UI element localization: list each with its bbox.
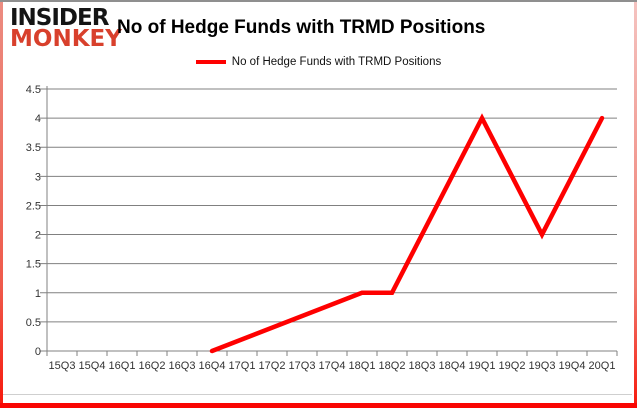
x-tick-label: 19Q1	[469, 360, 496, 372]
x-tick-label: 15Q4	[79, 360, 106, 372]
logo-line1: INSIDER	[10, 5, 109, 31]
inner-edge-divider	[3, 394, 632, 395]
x-tick-label: 18Q2	[379, 360, 406, 372]
x-tick-label: 17Q3	[289, 360, 316, 372]
x-tick-label: 17Q1	[229, 360, 256, 372]
x-tick-label: 15Q3	[49, 360, 76, 372]
x-tick-label: 16Q3	[169, 360, 196, 372]
x-tick-label: 18Q3	[409, 360, 436, 372]
y-tick-label: 1	[35, 288, 41, 300]
x-tick-label: 19Q2	[499, 360, 526, 372]
x-tick-label: 16Q2	[139, 360, 166, 372]
frame-border-bottom	[0, 403, 637, 408]
legend-line-swatch	[195, 60, 226, 64]
y-tick-label: 3	[35, 171, 41, 183]
x-tick-label: 17Q2	[259, 360, 286, 372]
y-tick-label: 4.5	[26, 84, 41, 96]
y-tick-label: 2.5	[26, 200, 41, 212]
y-tick-label: 0.5	[26, 317, 41, 329]
logo-line2: MONKEY	[10, 26, 122, 52]
series-line	[209, 113, 605, 354]
x-tick-label: 20Q1	[589, 360, 616, 372]
frame-border-right	[634, 2, 637, 408]
y-tick-label: 4	[35, 113, 41, 125]
x-tick-label: 19Q3	[529, 360, 556, 372]
legend-label: No of Hedge Funds with TRMD Positions	[231, 56, 442, 68]
x-tick-label: 18Q4	[439, 360, 466, 372]
y-tick-label: 2	[35, 230, 41, 242]
x-tick-label: 18Q1	[349, 360, 376, 372]
y-tick-label: 3.5	[26, 142, 41, 154]
insider-monkey-logo: INSIDER MONKEY	[10, 5, 122, 52]
chart-legend: No of Hedge Funds with TRMD Positions	[20, 56, 617, 68]
page-title: No of Hedge Funds with TRMD Positions	[117, 17, 486, 38]
frame-border-top	[0, 0, 637, 2]
y-tick-label: 0	[35, 346, 41, 358]
x-tick-label: 17Q4	[319, 360, 346, 372]
frame-border-left	[0, 2, 3, 408]
x-tick-label: 19Q4	[559, 360, 586, 372]
x-tick-label: 16Q4	[199, 360, 226, 372]
y-tick-label: 1.5	[26, 259, 41, 271]
x-tick-label: 16Q1	[109, 360, 136, 372]
